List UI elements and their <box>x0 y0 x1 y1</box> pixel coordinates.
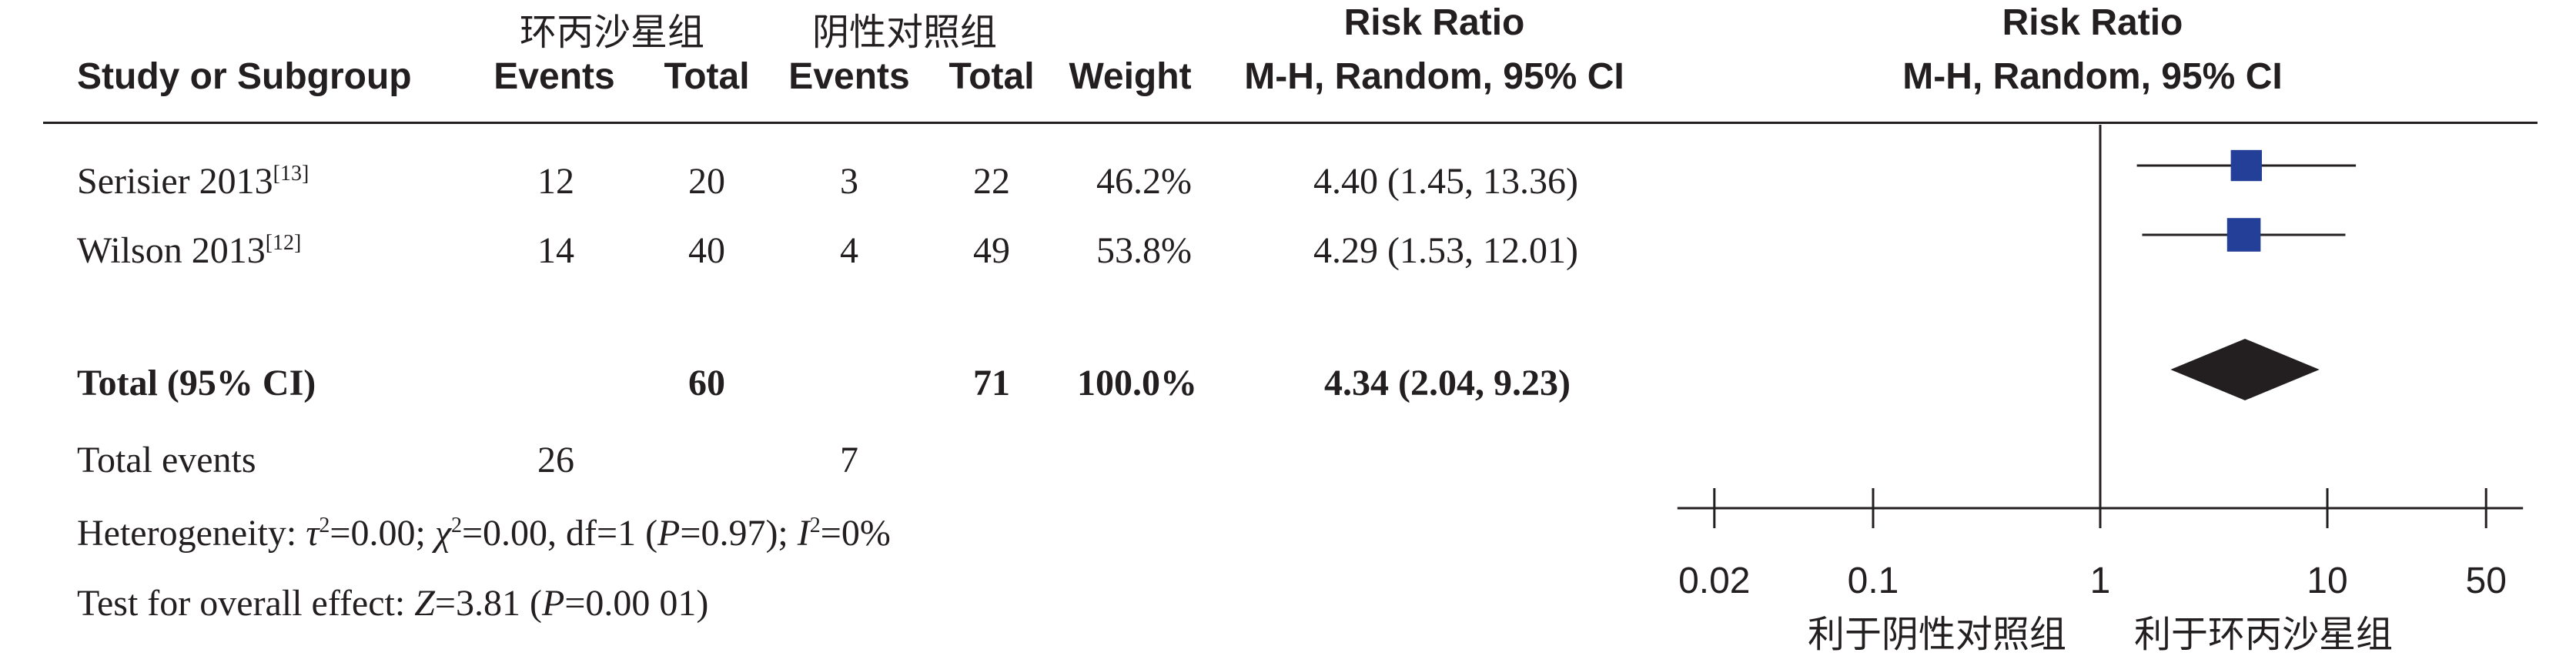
total-rr-text: 4.34 (2.04, 9.23) <box>1324 363 1571 403</box>
heterogeneity-line: Heterogeneity: τ2=0.00; χ2=0.00, df=1 (P… <box>77 512 891 554</box>
i-squared-exp: 2 <box>809 514 821 537</box>
tau-symbol: τ <box>306 513 319 554</box>
x-tick-label: 0.02 <box>1678 561 1750 601</box>
favours-left-label: 利于阴性对照组 <box>1808 613 2066 656</box>
i-value: =0% <box>820 513 891 554</box>
overall-p-value: =0.00 01) <box>564 583 709 624</box>
x-tick-label: 0.1 <box>1848 561 1899 601</box>
events1-header: Events <box>493 56 615 97</box>
weight-header: Weight <box>1069 56 1192 97</box>
study-events2: 4 <box>840 230 858 271</box>
study-name: Serisier 2013[13] <box>77 160 309 202</box>
p-symbol: P <box>657 513 681 554</box>
study-events1: 14 <box>537 230 574 271</box>
study-weight: 46.2% <box>1096 161 1192 202</box>
study-events2: 3 <box>840 161 858 202</box>
p-value: =0.97); <box>680 513 798 554</box>
study-column-header: Study or Subgroup <box>77 56 412 97</box>
study-events1: 12 <box>537 161 574 202</box>
plot-method-header: M-H, Random, 95% CI <box>1902 56 2283 97</box>
x-tick-label: 50 <box>2466 561 2507 601</box>
total1-header: Total <box>664 56 750 97</box>
study-total2: 49 <box>973 230 1010 271</box>
total-events1: 26 <box>537 440 574 480</box>
tau-squared-exp: 2 <box>319 514 330 537</box>
header-rule <box>43 122 2538 124</box>
study-total1: 20 <box>688 161 725 202</box>
x-tick-label: 10 <box>2307 561 2347 601</box>
total-events2: 7 <box>840 440 858 480</box>
i-symbol: I <box>797 513 810 554</box>
chi-symbol: χ <box>434 513 451 554</box>
study-name: Wilson 2013[12] <box>77 229 301 272</box>
tau-value: =0.00; <box>330 513 435 554</box>
study-name-text: Serisier 2013 <box>77 161 273 202</box>
weight-square <box>2230 149 2263 182</box>
total-label: Total (95% CI) <box>77 363 316 403</box>
study-ref: [13] <box>273 162 309 186</box>
study-weight: 53.8% <box>1096 230 1192 271</box>
chi-value: =0.00, df=1 ( <box>461 513 658 554</box>
chi-squared-exp: 2 <box>450 514 462 537</box>
total-total1: 60 <box>688 363 725 403</box>
weight-square <box>2226 218 2261 252</box>
total-events-label: Total events <box>77 440 256 480</box>
rr-method-header: M-H, Random, 95% CI <box>1244 56 1624 97</box>
x-tick-label: 1 <box>2090 561 2111 601</box>
study-name-text: Wilson 2013 <box>77 230 266 271</box>
rr-title-header: Risk Ratio <box>1343 2 1525 43</box>
study-total1: 40 <box>688 230 725 271</box>
overall-effect-line: Test for overall effect: Z=3.81 (P=0.00 … <box>77 582 708 624</box>
events2-header: Events <box>788 56 910 97</box>
overall-p-symbol: P <box>541 583 565 624</box>
total2-header: Total <box>948 56 1035 97</box>
overall-label: Test for overall effect: <box>77 583 415 624</box>
z-symbol: Z <box>414 583 435 624</box>
total-weight: 100.0% <box>1077 363 1197 403</box>
plot-title-header: Risk Ratio <box>2002 2 2183 43</box>
favours-right-label: 利于环丙沙星组 <box>2134 613 2393 656</box>
pooled-diamond <box>2170 339 2320 400</box>
heterogeneity-label: Heterogeneity: <box>77 513 306 554</box>
study-rr-text: 4.40 (1.45, 13.36) <box>1313 161 1578 202</box>
study-rr-text: 4.29 (1.53, 12.01) <box>1313 230 1578 271</box>
study-ref: [12] <box>265 231 302 255</box>
group2-header: 阴性对照组 <box>811 11 998 54</box>
total-total2: 71 <box>973 363 1010 403</box>
z-value: =3.81 ( <box>434 583 542 624</box>
study-total2: 22 <box>973 161 1010 202</box>
group1-header: 环丙沙星组 <box>519 11 705 54</box>
